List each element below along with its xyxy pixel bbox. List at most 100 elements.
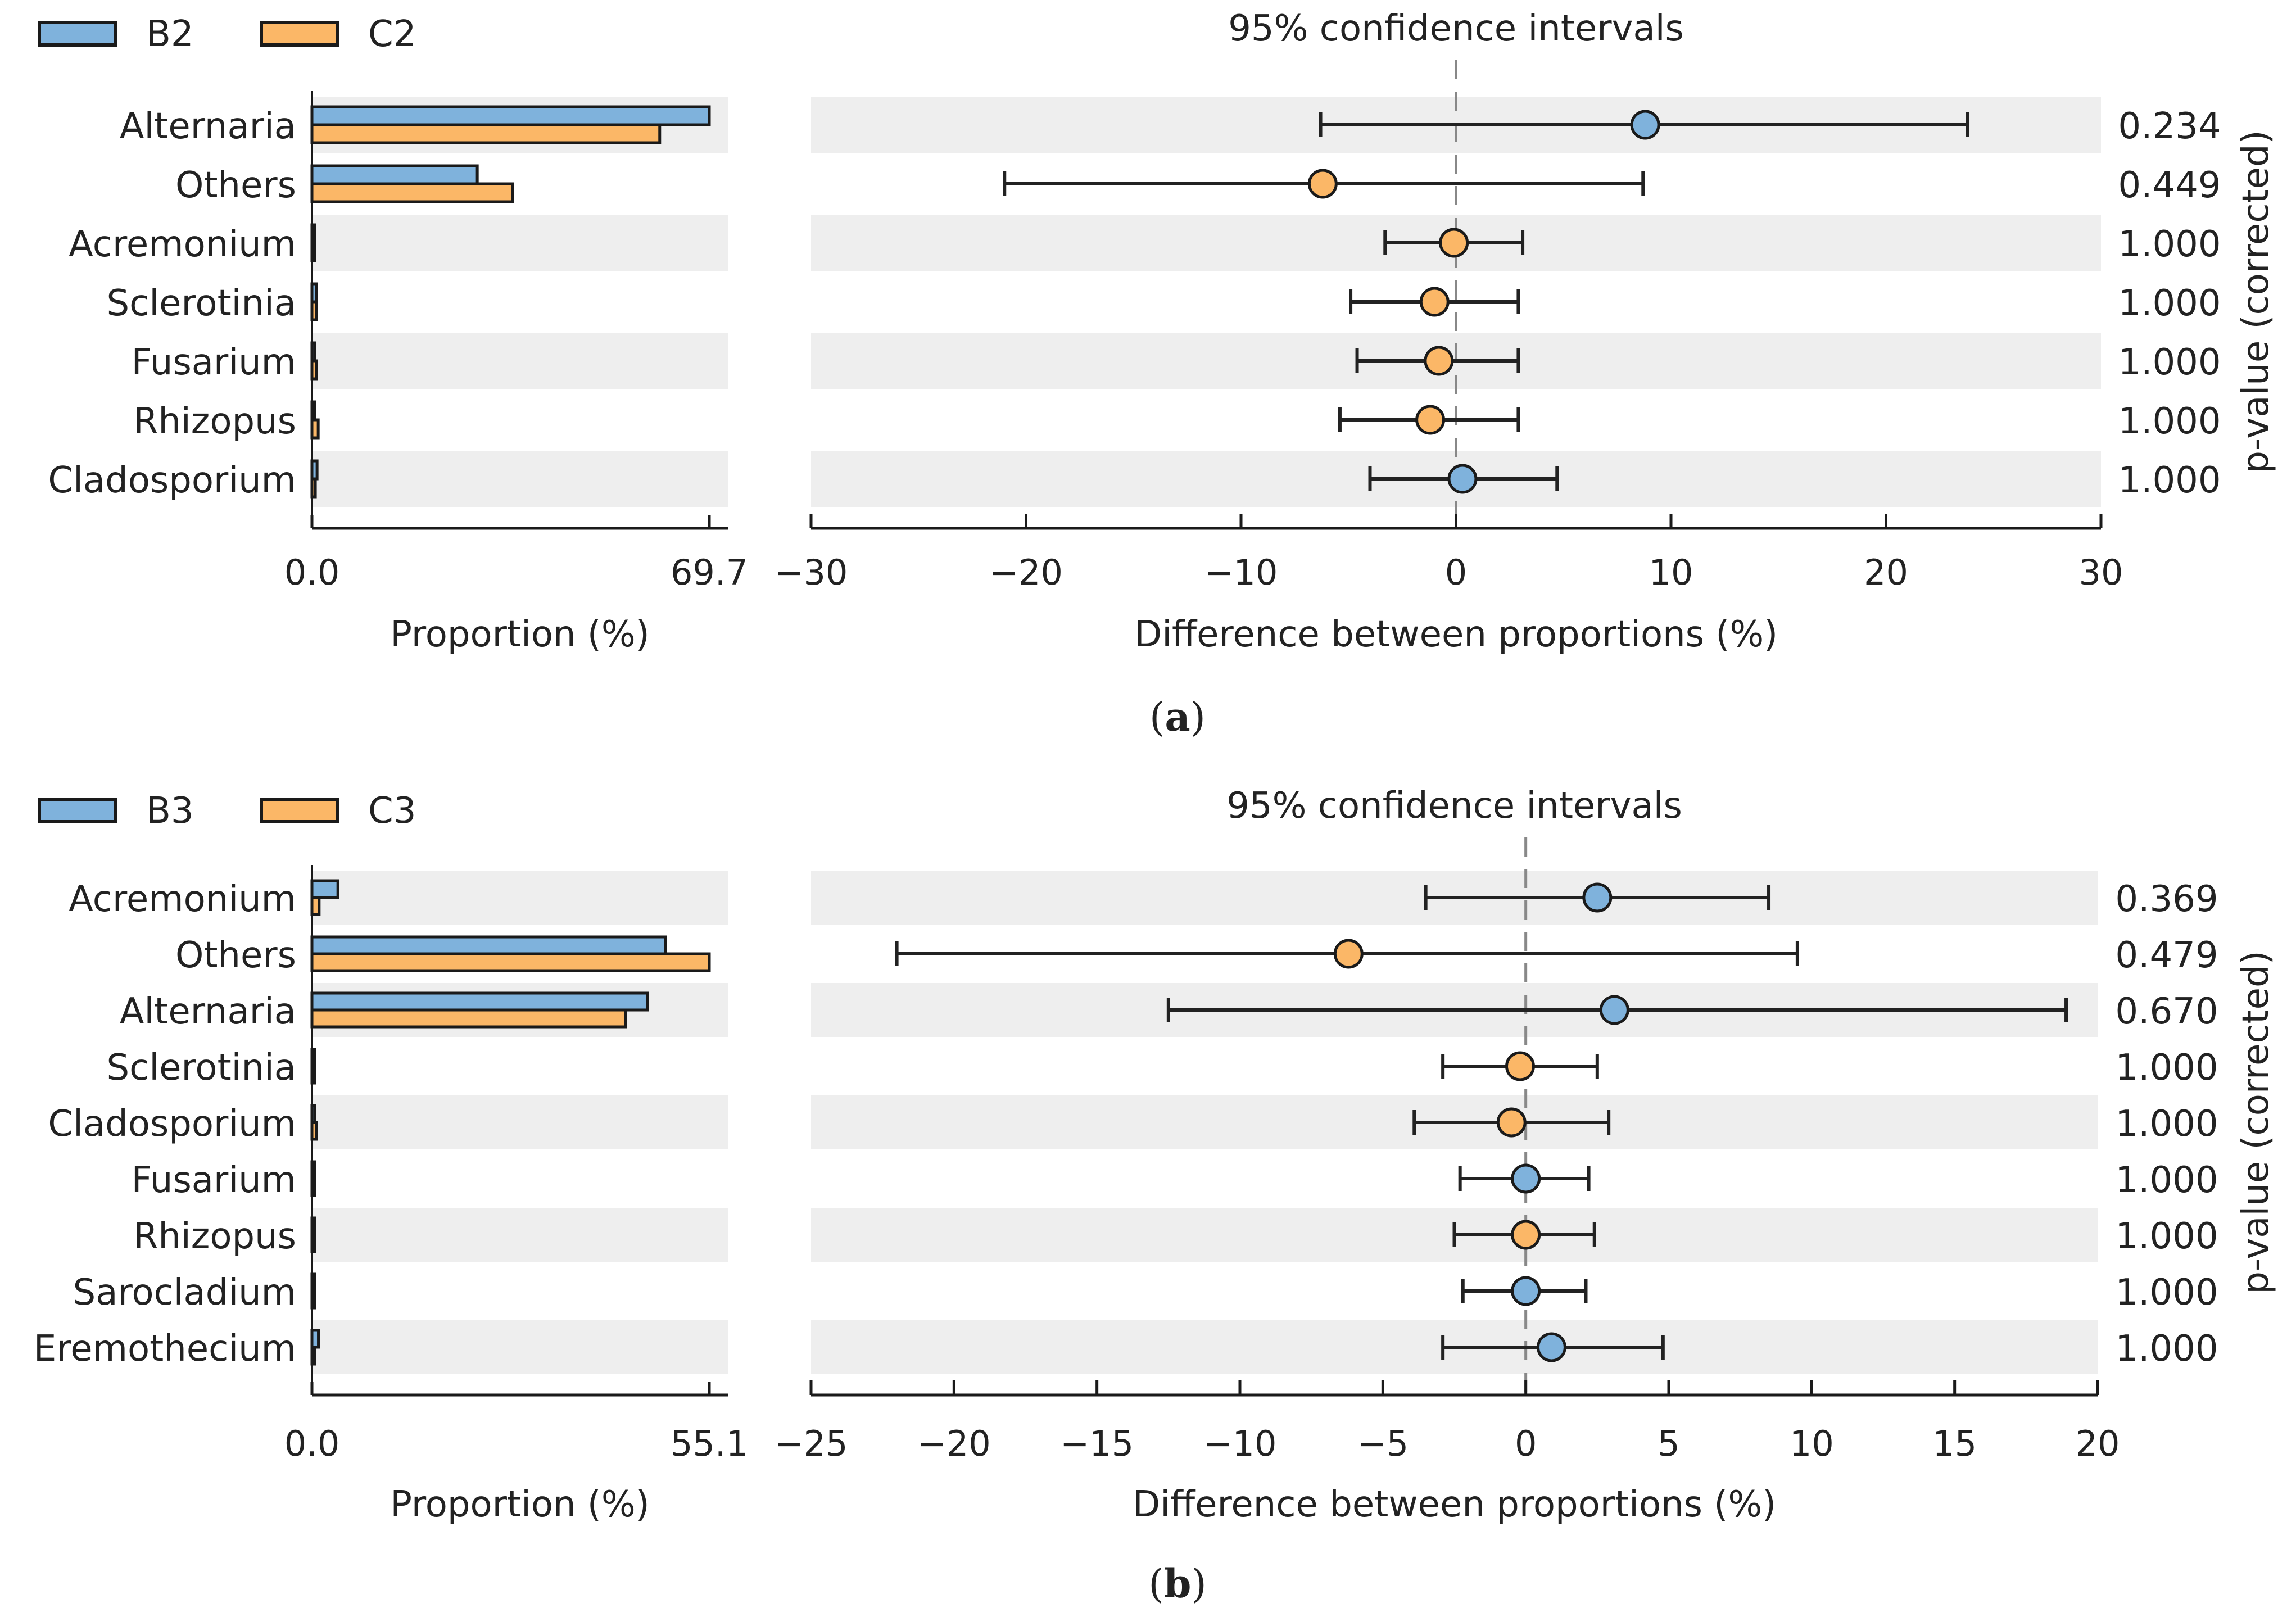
p-value-label: 0.234 — [2118, 106, 2221, 147]
ci-error-bar — [1355, 346, 1520, 376]
ci-mean-point — [1505, 1051, 1535, 1081]
proportion-axis-label: Proportion (%) — [390, 614, 649, 655]
category-label: Sarocladium — [73, 1272, 296, 1313]
p-value-label: 1.000 — [2115, 1159, 2218, 1201]
difference-tick-label: 10 — [1649, 552, 1693, 593]
p-value-label: 1.000 — [2115, 1272, 2218, 1313]
caption-part: ) — [1191, 1561, 1206, 1607]
category-label: Rhizopus — [133, 1216, 296, 1257]
difference-tick-label: −10 — [1203, 1423, 1277, 1464]
p-value-label: 0.449 — [2118, 165, 2221, 206]
p-value-label: 1.000 — [2118, 224, 2221, 265]
p-value-label: 1.000 — [2115, 1047, 2218, 1089]
ci-error-bar — [1441, 1051, 1599, 1081]
difference-tick-label: 30 — [2079, 552, 2123, 593]
bar-c3 — [310, 1008, 627, 1029]
proportion-tick-label: 0.0 — [284, 1423, 340, 1464]
ci-mean-point — [1511, 1163, 1541, 1194]
difference-tick-label: −5 — [1357, 1423, 1409, 1464]
panel-a: B2 C2 Alternaria Others Acremonium Sclerotini… — [38, 8, 2277, 740]
p-value-axis-label: p-value (corrected) — [2235, 130, 2277, 473]
difference-tick-label: 20 — [1864, 552, 1908, 593]
difference-tick-label: −20 — [917, 1423, 991, 1464]
ci-mean-point — [1333, 939, 1364, 969]
p-value-label: 0.369 — [2115, 878, 2218, 920]
bar-c3 — [310, 952, 711, 972]
proportion-axis-label: Proportion (%) — [390, 1484, 649, 1525]
row-band-proportion — [312, 451, 728, 507]
category-label: Fusarium — [132, 1159, 296, 1201]
category-label: Others — [175, 935, 296, 976]
category-label: Cladosporium — [48, 1103, 296, 1145]
ci-error-bar — [895, 939, 1799, 969]
p-value-label: 0.670 — [2115, 991, 2218, 1032]
ci-error-bar — [1383, 228, 1525, 258]
ci-mean-point — [1599, 995, 1629, 1025]
legend-label-c3: C3 — [368, 790, 416, 832]
caption-part: ) — [1190, 694, 1206, 740]
caption-part: ( — [1148, 1561, 1163, 1607]
legend-swatch-c3 — [260, 798, 339, 823]
p-value-label: 1.000 — [2115, 1328, 2218, 1370]
caption-part: b — [1164, 1560, 1192, 1607]
category-label: Fusarium — [132, 342, 296, 383]
difference-axis-label: Difference between proportions (%) — [1133, 1484, 1776, 1525]
ci-mean-point — [1582, 882, 1613, 913]
panel-b: B3 C3 Acremonium Others Alternaria Sclerotini… — [34, 785, 2277, 1607]
ci-error-bar — [1166, 995, 2068, 1025]
legend-label-c2: C2 — [368, 13, 416, 55]
proportion-tick-label: 55.1 — [671, 1423, 748, 1464]
ci-mean-point — [1424, 346, 1454, 376]
difference-tick-label: −25 — [775, 1423, 848, 1464]
difference-tick-label: −20 — [989, 552, 1063, 593]
ci-error-bar — [1319, 110, 1969, 140]
legend-label-b3: B3 — [146, 790, 194, 832]
difference-tick-label: −15 — [1060, 1423, 1134, 1464]
ci-error-bar — [1349, 287, 1520, 317]
ci-error-bar — [1003, 169, 1645, 199]
bar-b3 — [310, 879, 339, 899]
difference-tick-label: 20 — [2076, 1423, 2120, 1464]
p-value-label: 1.000 — [2118, 460, 2221, 501]
ci-error-bar — [1458, 1163, 1591, 1194]
caption-part: ( — [1149, 694, 1165, 740]
ci-error-bar — [1368, 464, 1559, 494]
ci-error-bar — [1441, 1332, 1665, 1362]
ci-error-bar — [1412, 1107, 1611, 1138]
p-value-label: 0.479 — [2115, 935, 2218, 976]
caption-part: a — [1165, 694, 1190, 740]
category-label: Cladosporium — [48, 460, 296, 501]
panel-caption: (b) — [1148, 1560, 1207, 1607]
bar-c2 — [310, 123, 662, 144]
row-band-proportion — [312, 215, 728, 271]
difference-axis-label: Difference between proportions (%) — [1134, 614, 1778, 655]
bar-b2 — [310, 164, 479, 185]
difference-tick-label: 0 — [1515, 1423, 1537, 1464]
p-value-label: 1.000 — [2118, 283, 2221, 324]
category-label: Alternaria — [120, 106, 296, 147]
ci-mean-point — [1536, 1332, 1566, 1362]
p-value-label: 1.000 — [2115, 1216, 2218, 1257]
legend-swatch-b3 — [38, 798, 117, 823]
ci-mean-point — [1307, 169, 1338, 199]
row-band-proportion — [312, 871, 728, 925]
bar-b3 — [310, 935, 667, 955]
ci-title: 95% confidence intervals — [1228, 8, 1684, 49]
bar-b3 — [310, 991, 649, 1012]
proportion-tick-label: 69.7 — [671, 552, 748, 593]
ci-error-bar — [1338, 405, 1520, 435]
row-band-proportion — [312, 333, 728, 389]
category-label: Others — [175, 165, 296, 206]
p-value-label: 1.000 — [2118, 401, 2221, 442]
category-label: Acremonium — [69, 878, 296, 920]
ci-mean-point — [1415, 405, 1446, 435]
row-band-proportion — [312, 1320, 728, 1374]
category-label: Sclerotinia — [107, 283, 296, 324]
panel-caption: (a) — [1149, 694, 1206, 740]
ci-mean-point — [1496, 1107, 1527, 1138]
legend: B3 C3 — [38, 790, 416, 832]
ci-mean-point — [1447, 464, 1478, 494]
row-band-proportion — [312, 1208, 728, 1262]
category-label: Acremonium — [69, 224, 296, 265]
